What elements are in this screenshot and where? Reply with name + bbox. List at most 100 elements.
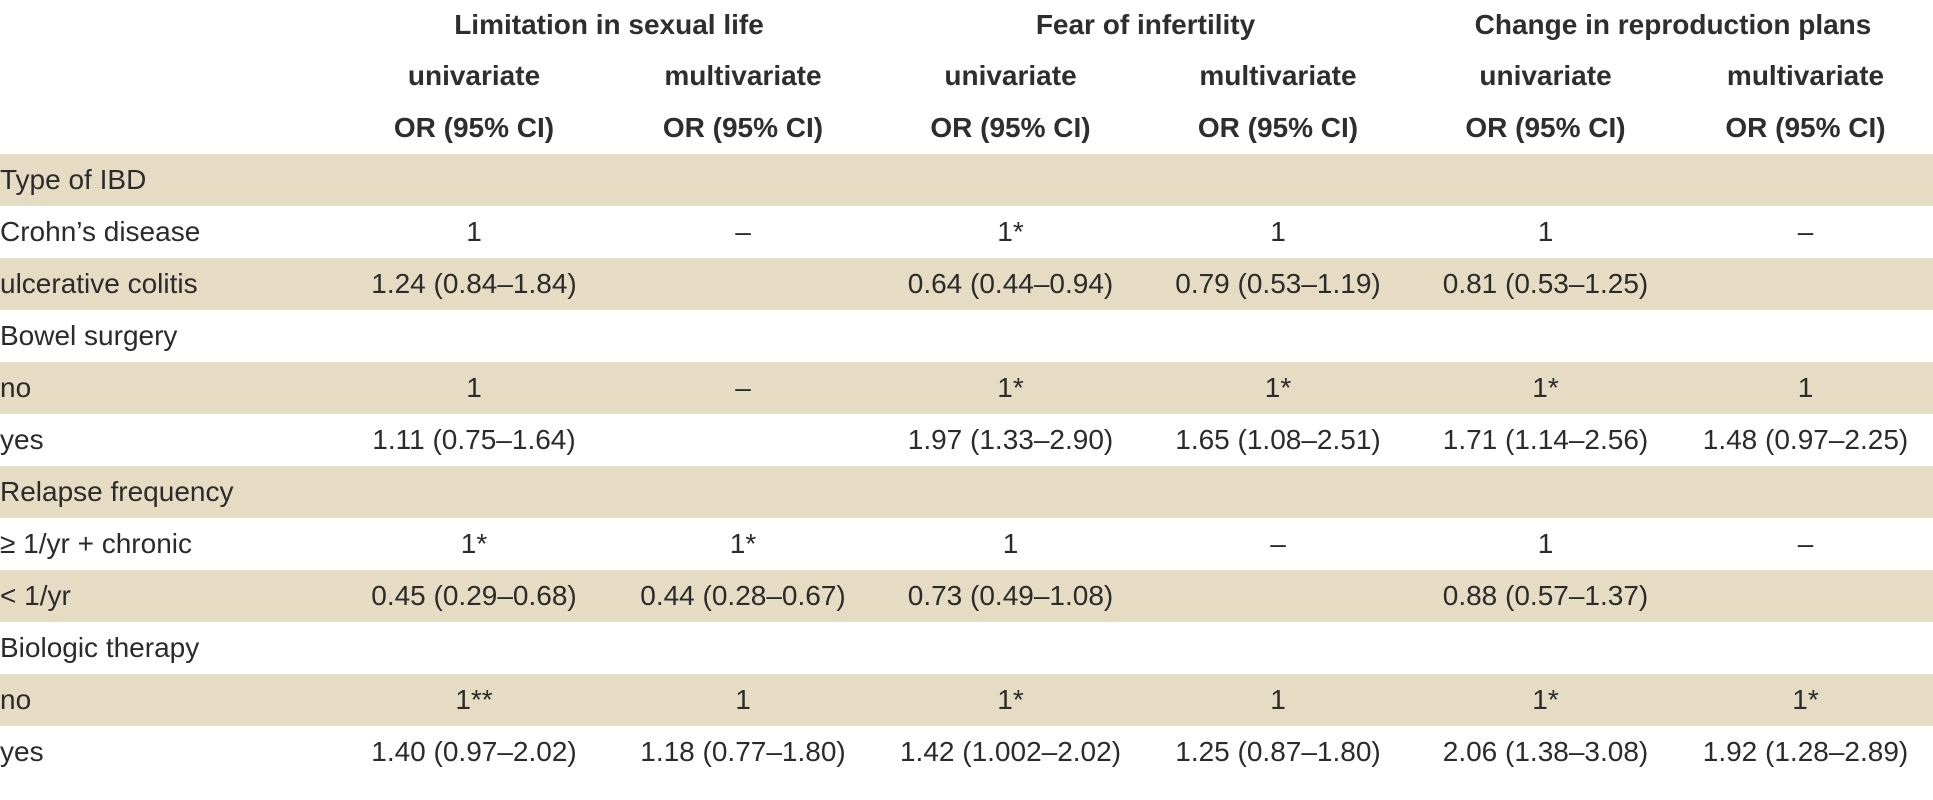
table-row: Crohn’s disease 1–1* 1 1– bbox=[0, 206, 1933, 258]
header-analysis: multivariate bbox=[1143, 50, 1413, 102]
table-cell bbox=[608, 414, 878, 466]
group-row: Bowel surgery bbox=[0, 310, 1933, 362]
table-cell bbox=[608, 622, 878, 674]
row-label: no bbox=[0, 362, 340, 414]
header-group-sexual-life: Limitation in sexual life bbox=[340, 0, 878, 50]
table-header: Limitation in sexual life Fear of infert… bbox=[0, 0, 1933, 154]
table-cell: 0.79 (0.53–1.19) bbox=[1143, 258, 1413, 310]
table-row: no 1–1* 1* 1* 1 bbox=[0, 362, 1933, 414]
table-cell: 1 bbox=[1143, 674, 1413, 726]
table-cell: 1.48 (0.97–2.25) bbox=[1678, 414, 1933, 466]
table-cell: 1 bbox=[340, 362, 608, 414]
table-cell: – bbox=[1143, 518, 1413, 570]
table-cell bbox=[878, 466, 1143, 518]
header-analysis: univariate bbox=[878, 50, 1143, 102]
table-cell bbox=[1678, 258, 1933, 310]
table-body: Type of IBD Crohn’s disease 1–1* 1 1– ulcerat… bbox=[0, 154, 1933, 778]
header-group-fear-infertility: Fear of infertility bbox=[878, 0, 1413, 50]
header-row-analysis: univariate multivariate univariate multi… bbox=[0, 50, 1933, 102]
table-cell: 0.73 (0.49–1.08) bbox=[878, 570, 1143, 622]
header-analysis: univariate bbox=[340, 50, 608, 102]
table-cell: 1.71 (1.14–2.56) bbox=[1413, 414, 1678, 466]
table-cell: 1 bbox=[878, 518, 1143, 570]
table-cell bbox=[1678, 310, 1933, 362]
table-cell bbox=[878, 154, 1143, 206]
table-cell bbox=[608, 258, 878, 310]
header-statistic: OR (95% CI) bbox=[878, 102, 1143, 154]
table-row: yes 1.40 (0.97–2.02) 1.18 (0.77–1.80) 1.42 … bbox=[0, 726, 1933, 778]
table-cell bbox=[1143, 622, 1413, 674]
table-cell: 1.24 (0.84–1.84) bbox=[340, 258, 608, 310]
table-cell: 1.18 (0.77–1.80) bbox=[608, 726, 878, 778]
table-cell bbox=[1413, 622, 1678, 674]
header-row-statistic: OR (95% CI) OR (95% CI) OR (95% CI) OR (… bbox=[0, 102, 1933, 154]
table-cell: 1.97 (1.33–2.90) bbox=[878, 414, 1143, 466]
header-analysis: multivariate bbox=[608, 50, 878, 102]
header-statistic: OR (95% CI) bbox=[340, 102, 608, 154]
table-cell: 0.64 (0.44–0.94) bbox=[878, 258, 1143, 310]
header-corner bbox=[0, 50, 340, 102]
header-analysis: multivariate bbox=[1678, 50, 1933, 102]
group-label: Biologic therapy bbox=[0, 622, 340, 674]
header-statistic: OR (95% CI) bbox=[1143, 102, 1413, 154]
table-cell bbox=[1678, 466, 1933, 518]
table-cell bbox=[1413, 466, 1678, 518]
table-cell bbox=[340, 310, 608, 362]
table-cell bbox=[1678, 622, 1933, 674]
table-cell bbox=[1678, 154, 1933, 206]
table-cell bbox=[1143, 466, 1413, 518]
table-cell: – bbox=[608, 206, 878, 258]
table-cell: 1.11 (0.75–1.64) bbox=[340, 414, 608, 466]
table-cell: 0.88 (0.57–1.37) bbox=[1413, 570, 1678, 622]
odds-ratio-table: Limitation in sexual life Fear of infert… bbox=[0, 0, 1933, 778]
header-row-groups: Limitation in sexual life Fear of infert… bbox=[0, 0, 1933, 50]
table-cell: 1* bbox=[1413, 674, 1678, 726]
row-label: ≥ 1/yr + chronic bbox=[0, 518, 340, 570]
table-cell: 1 bbox=[1413, 518, 1678, 570]
table-cell: 1.92 (1.28–2.89) bbox=[1678, 726, 1933, 778]
row-label: Crohn’s disease bbox=[0, 206, 340, 258]
row-label: no bbox=[0, 674, 340, 726]
table-cell: 1 bbox=[1143, 206, 1413, 258]
table-cell bbox=[1678, 570, 1933, 622]
table-row: yes 1.11 (0.75–1.64) 1.97 (1.33–2.90) 1.65 … bbox=[0, 414, 1933, 466]
table-cell: – bbox=[1678, 518, 1933, 570]
table-cell: 0.81 (0.53–1.25) bbox=[1413, 258, 1678, 310]
table-cell: – bbox=[1678, 206, 1933, 258]
table-cell: 1* bbox=[608, 518, 878, 570]
table-cell bbox=[878, 622, 1143, 674]
table-row: ulcerative colitis 1.24 (0.84–1.84) 0.64 (… bbox=[0, 258, 1933, 310]
table-cell: 1.42 (1.002–2.02) bbox=[878, 726, 1143, 778]
table-cell: 1* bbox=[1413, 362, 1678, 414]
table-cell bbox=[1413, 154, 1678, 206]
group-label: Type of IBD bbox=[0, 154, 340, 206]
table-cell bbox=[878, 310, 1143, 362]
table-cell bbox=[608, 466, 878, 518]
group-label: Bowel surgery bbox=[0, 310, 340, 362]
table-cell bbox=[340, 466, 608, 518]
table-cell: 1* bbox=[340, 518, 608, 570]
table-cell: 1.25 (0.87–1.80) bbox=[1143, 726, 1413, 778]
table-cell: 1 bbox=[608, 674, 878, 726]
row-label: < 1/yr bbox=[0, 570, 340, 622]
table-cell: 0.45 (0.29–0.68) bbox=[340, 570, 608, 622]
table-cell: 1.40 (0.97–2.02) bbox=[340, 726, 608, 778]
table-cell: 1 bbox=[1413, 206, 1678, 258]
table-row: ≥ 1/yr + chronic 1* 1* 1–1– bbox=[0, 518, 1933, 570]
table-cell: 1 bbox=[340, 206, 608, 258]
table-cell bbox=[1143, 570, 1413, 622]
table-cell: 1* bbox=[878, 362, 1143, 414]
table-cell bbox=[608, 154, 878, 206]
table-cell: 1** bbox=[340, 674, 608, 726]
row-label: yes bbox=[0, 726, 340, 778]
table-cell bbox=[1143, 154, 1413, 206]
table-cell bbox=[340, 622, 608, 674]
table-cell bbox=[608, 310, 878, 362]
row-label: ulcerative colitis bbox=[0, 258, 340, 310]
group-row: Type of IBD bbox=[0, 154, 1933, 206]
group-row: Relapse frequency bbox=[0, 466, 1933, 518]
group-label: Relapse frequency bbox=[0, 466, 340, 518]
table-cell: 0.44 (0.28–0.67) bbox=[608, 570, 878, 622]
table-cell: 1* bbox=[878, 674, 1143, 726]
header-statistic: OR (95% CI) bbox=[1678, 102, 1933, 154]
